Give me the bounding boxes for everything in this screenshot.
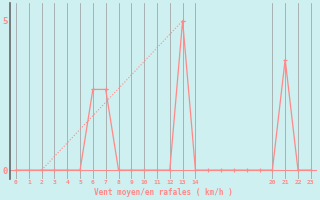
X-axis label: Vent moyen/en rafales ( km/h ): Vent moyen/en rafales ( km/h ) — [94, 188, 233, 197]
